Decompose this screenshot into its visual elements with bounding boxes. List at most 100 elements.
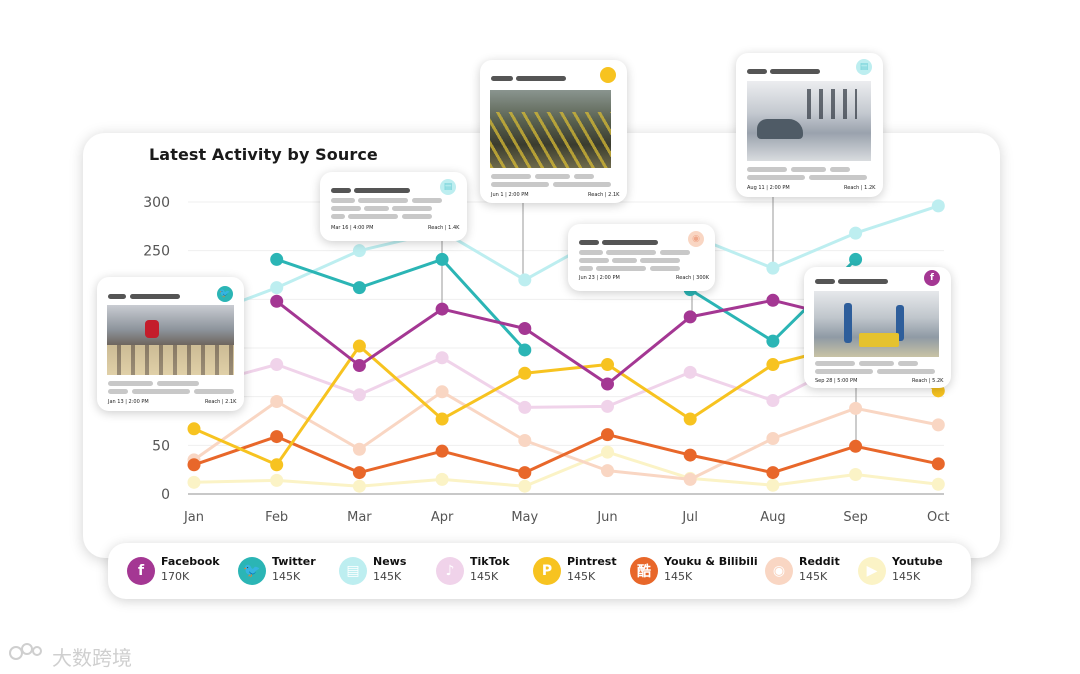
post-card-pintrest[interactable]: Jun 1 | 2:00 PM Reach | 2.1K	[480, 60, 627, 203]
card-reach: Reach | 1.2K	[844, 185, 876, 191]
card-reach: Reach | 2.1K	[588, 192, 620, 198]
legend-label: Reddit	[799, 555, 840, 568]
data-point-youtube	[601, 445, 614, 459]
x-tick-label: Jan	[183, 510, 204, 525]
data-point-twitter	[518, 343, 532, 357]
data-point-youku-bilibili	[601, 428, 614, 442]
data-point-reddit	[931, 418, 945, 432]
data-point-reddit	[601, 464, 614, 478]
data-point-reddit	[766, 432, 780, 446]
data-point-tiktok	[601, 399, 614, 413]
legend-label: Youtube	[892, 555, 943, 568]
data-point-pintrest	[435, 412, 449, 426]
data-point-youtube	[352, 479, 366, 493]
y-tick-label: 300	[143, 195, 170, 211]
data-point-reddit	[683, 472, 697, 486]
chart-title: Latest Activity by Source	[149, 145, 378, 164]
pinterest-icon: P	[533, 557, 561, 585]
series-line-youtube	[192, 450, 940, 488]
legend-label: TikTok	[470, 555, 510, 568]
data-point-facebook	[683, 310, 697, 324]
legend-value: 170K	[161, 570, 190, 583]
data-point-reddit	[849, 401, 863, 415]
data-point-tiktok	[766, 394, 780, 408]
data-point-tiktok	[352, 388, 366, 402]
news-icon: ▤	[339, 557, 367, 585]
youtube-icon: ▶	[858, 557, 886, 585]
x-tick-label: Oct	[927, 510, 949, 525]
data-point-youku-bilibili	[766, 466, 780, 480]
data-point-youtube	[931, 477, 945, 491]
data-point-facebook	[518, 322, 532, 336]
legend-value: 145K	[470, 570, 499, 583]
data-point-twitter	[352, 281, 366, 295]
post-card-news[interactable]: ▤ Aug 11 | 2:00 PM Reach | 1.2K	[736, 53, 883, 197]
card-date: Aug 11 | 2:00 PM	[747, 185, 790, 191]
series-line-facebook	[275, 298, 858, 386]
twitter-icon: 🐦	[238, 557, 266, 585]
legend-value: 145K	[664, 570, 693, 583]
data-point-reddit	[270, 395, 284, 409]
y-tick-label: 0	[161, 487, 170, 503]
data-point-facebook	[766, 293, 780, 307]
legend-label: News	[373, 555, 407, 568]
data-point-news	[849, 226, 863, 240]
post-card-facebook[interactable]: f Sep 28 | 5:00 PM Reach | 5.2K	[804, 267, 951, 388]
pinterest-icon	[600, 67, 616, 83]
data-point-news	[766, 261, 780, 275]
legend-value: 145K	[373, 570, 402, 583]
post-card-twitter[interactable]: 🐦 Jan 13 | 2:00 PM Reach | 2.1K	[97, 277, 244, 411]
data-point-youku-bilibili	[683, 448, 697, 462]
data-point-pintrest	[683, 412, 697, 426]
data-point-tiktok	[435, 351, 449, 365]
legend-label: Facebook	[161, 555, 220, 568]
data-point-youku-bilibili	[270, 430, 284, 444]
card-date: Mar 16 | 4:00 PM	[331, 225, 374, 231]
data-point-news	[270, 281, 284, 295]
tiktok-icon: ♪	[436, 557, 464, 585]
data-point-facebook	[435, 302, 449, 316]
news-icon: ▤	[440, 179, 456, 195]
series-line-youku-bilibili	[192, 433, 940, 475]
x-tick-label: Sep	[843, 510, 868, 525]
data-point-facebook	[270, 294, 284, 308]
data-point-youku-bilibili	[435, 444, 449, 458]
series-line-news	[192, 204, 940, 321]
post-image	[107, 305, 234, 375]
data-point-pintrest	[766, 358, 780, 372]
series-line-tiktok	[192, 356, 858, 409]
card-date: Sep 28 | 5:00 PM	[815, 378, 858, 384]
data-point-news	[931, 199, 945, 213]
card-date: Jan 13 | 2:00 PM	[108, 399, 149, 405]
watermark-logo	[9, 643, 42, 660]
news-icon: ▤	[856, 59, 872, 75]
x-tick-label: Aug	[760, 510, 785, 525]
data-point-reddit	[518, 433, 532, 447]
legend-value: 145K	[567, 570, 596, 583]
legend-value: 145K	[892, 570, 921, 583]
legend-label: Twitter	[272, 555, 316, 568]
data-point-twitter	[435, 252, 449, 266]
legend-value: 145K	[272, 570, 301, 583]
data-point-youtube	[518, 479, 532, 493]
data-point-youtube	[766, 478, 780, 492]
facebook-icon: f	[127, 557, 155, 585]
card-reach: Reach | 300K	[676, 275, 709, 281]
data-point-youku-bilibili	[187, 458, 201, 472]
y-tick-label: 50	[152, 438, 170, 454]
data-point-facebook	[601, 377, 614, 391]
data-point-news	[518, 273, 532, 287]
data-point-youtube	[849, 468, 863, 482]
post-card-news[interactable]: ▤ Mar 16 | 4:00 PM Reach | 1.4K	[320, 172, 467, 241]
data-point-twitter	[766, 334, 780, 348]
post-card-reddit[interactable]: ◉ Jun 23 | 2:00 PM Reach | 300K	[568, 224, 715, 291]
x-tick-label: Jul	[681, 510, 698, 525]
post-image	[490, 90, 611, 168]
data-point-facebook	[352, 359, 366, 373]
post-image	[747, 81, 871, 161]
data-point-pintrest	[270, 458, 284, 472]
data-point-tiktok	[683, 365, 697, 379]
data-point-pintrest	[187, 422, 201, 436]
legend: f Facebook 170K 🐦 Twitter 145K ▤ News 145K ♪ TikTo…	[108, 543, 971, 599]
